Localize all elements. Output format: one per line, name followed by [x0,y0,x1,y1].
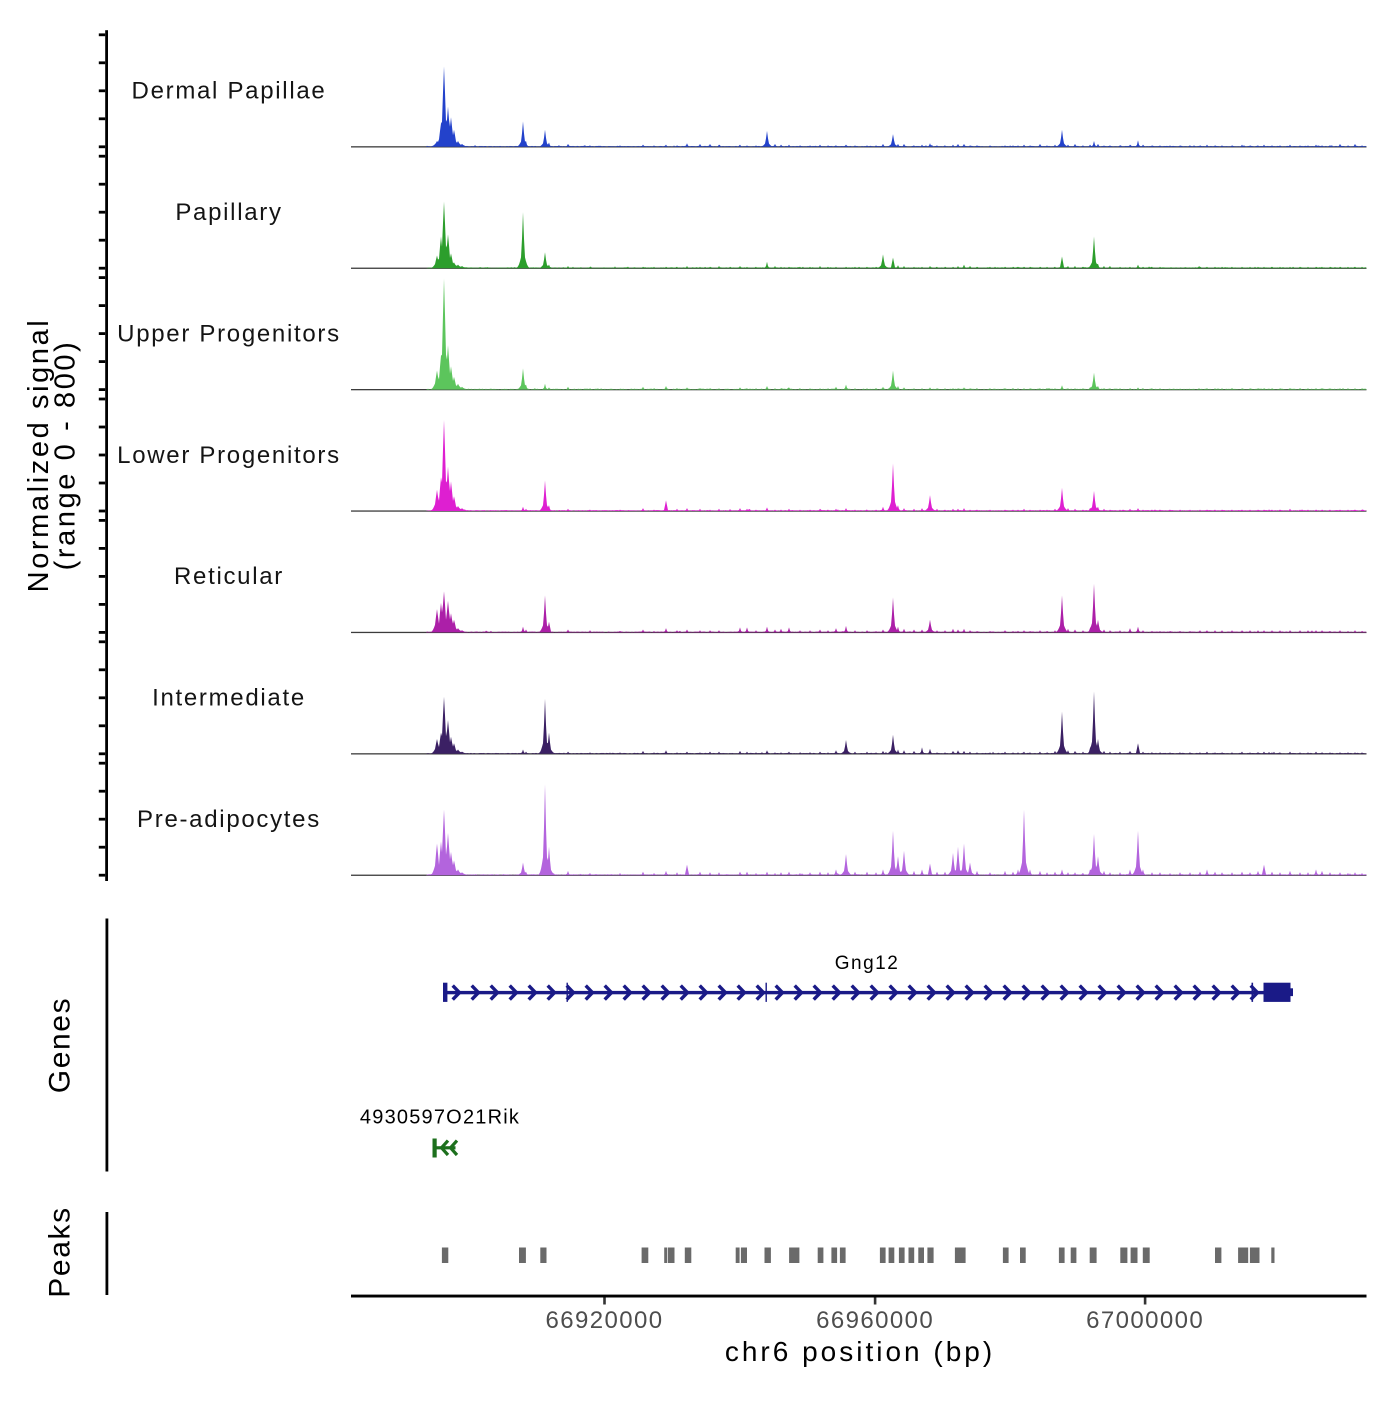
svg-text:67000000: 67000000 [1086,1307,1204,1334]
svg-text:4930597O21Rik: 4930597O21Rik [360,1107,520,1129]
svg-text:Genes: Genes [44,997,77,1093]
svg-text:Intermediate: Intermediate [152,685,306,712]
svg-text:chr6 position (bp): chr6 position (bp) [725,1336,995,1367]
svg-text:Lower Progenitors: Lower Progenitors [117,442,341,469]
svg-text:Reticular: Reticular [174,563,284,590]
svg-text:Normalized signal: Normalized signal [23,318,55,593]
svg-text:Upper Progenitors: Upper Progenitors [117,320,341,347]
svg-text:66960000: 66960000 [816,1307,934,1334]
svg-text:Peaks: Peaks [44,1206,77,1297]
svg-text:Dermal Papillae: Dermal Papillae [132,78,327,105]
svg-text:66920000: 66920000 [546,1307,664,1334]
svg-text:(range 0 - 800): (range 0 - 800) [50,340,82,571]
svg-text:Pre-adipocytes: Pre-adipocytes [137,806,321,833]
svg-text:Papillary: Papillary [175,199,282,226]
svg-text:Gng12: Gng12 [835,953,900,974]
